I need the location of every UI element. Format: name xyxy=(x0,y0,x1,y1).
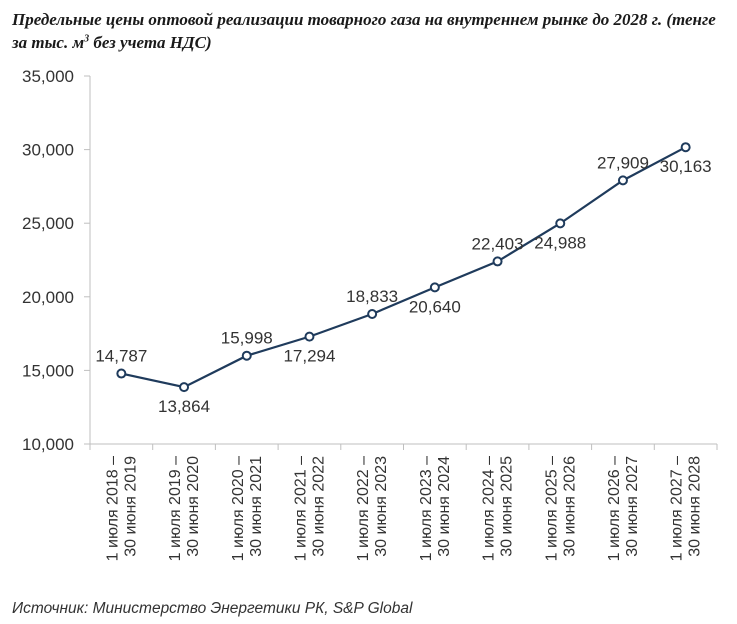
data-label: 20,640 xyxy=(409,297,461,316)
x-tick-label-line: 30 июня 2027 xyxy=(624,456,641,557)
y-tick-label: 35,000 xyxy=(22,67,74,86)
data-label: 15,998 xyxy=(221,329,273,348)
data-label: 18,833 xyxy=(346,287,398,306)
x-tick-label: 1 июля 2024 –30 июня 2025 xyxy=(481,456,516,561)
x-tick-label-line: 30 июня 2023 xyxy=(373,456,390,557)
x-tick-label-line: 30 июня 2024 xyxy=(436,456,453,557)
x-tick-label: 1 июля 2019 –30 июня 2020 xyxy=(167,456,202,561)
x-tick-label: 1 июля 2021 –30 июня 2022 xyxy=(292,456,327,561)
data-label: 13,864 xyxy=(158,397,210,416)
x-tick-label: 1 июля 2018 –30 июня 2019 xyxy=(104,456,139,561)
x-tick-label-line: 30 июня 2021 xyxy=(248,456,265,557)
data-point xyxy=(492,256,503,267)
data-point xyxy=(179,382,190,393)
data-label: 14,787 xyxy=(95,347,147,366)
x-tick-label: 1 июля 2023 –30 июня 2024 xyxy=(418,456,453,561)
y-tick-label: 30,000 xyxy=(22,141,74,160)
x-tick-label-line: 1 июля 2023 – xyxy=(418,456,435,561)
data-point xyxy=(680,142,691,153)
x-tick-label: 1 июля 2022 –30 июня 2023 xyxy=(355,456,390,561)
x-tick-label-line: 30 июня 2019 xyxy=(122,456,139,557)
data-label: 17,294 xyxy=(283,347,335,366)
x-tick-label-line: 1 июля 2022 – xyxy=(355,456,372,561)
data-label: 27,909 xyxy=(597,153,649,172)
chart-title-tail: без учета НДС) xyxy=(89,33,212,52)
source-note: Источник: Министерство Энергетики РК, S&… xyxy=(12,600,413,617)
data-label: 24,988 xyxy=(534,233,586,252)
x-tick-label-line: 30 июня 2020 xyxy=(185,456,202,557)
x-tick-label: 1 июля 2025 –30 июня 2026 xyxy=(543,456,578,561)
x-tick-label-line: 1 июля 2024 – xyxy=(481,456,498,561)
x-tick-label-line: 1 июля 2018 – xyxy=(104,456,121,561)
data-label: 30,163 xyxy=(660,157,712,176)
x-tick-label-line: 30 июня 2022 xyxy=(310,456,327,557)
data-point xyxy=(617,175,628,186)
x-tick-label-line: 1 июля 2026 – xyxy=(606,456,623,561)
x-tick-label: 1 июля 2026 –30 июня 2027 xyxy=(606,456,641,561)
data-label: 22,403 xyxy=(472,234,524,253)
data-point xyxy=(241,350,252,361)
data-point xyxy=(304,331,315,342)
y-tick-label: 10,000 xyxy=(22,435,74,454)
x-tick-label-line: 1 июля 2020 – xyxy=(230,456,247,561)
y-tick-label: 20,000 xyxy=(22,288,74,307)
data-point xyxy=(429,282,440,293)
x-tick-label: 1 июля 2020 –30 июня 2021 xyxy=(230,456,265,561)
x-tick-label: 1 июля 2027 –30 июня 2028 xyxy=(669,456,704,561)
x-tick-label-line: 1 июля 2019 – xyxy=(167,456,184,561)
x-tick-label-line: 30 июня 2028 xyxy=(687,456,704,557)
x-tick-label-line: 30 июня 2025 xyxy=(499,456,516,557)
y-tick-label: 15,000 xyxy=(22,361,74,380)
data-point xyxy=(116,368,127,379)
series-line xyxy=(121,146,687,389)
x-tick-label-line: 1 июля 2025 – xyxy=(543,456,560,561)
data-point xyxy=(555,218,566,229)
x-tick-label-line: 30 июня 2026 xyxy=(561,456,578,557)
x-tick-label-line: 1 июля 2021 – xyxy=(292,456,309,561)
x-tick-label-line: 1 июля 2027 – xyxy=(669,456,686,561)
chart-title-superscript: 3 xyxy=(84,33,90,45)
data-point xyxy=(367,308,378,319)
y-tick-label: 25,000 xyxy=(22,214,74,233)
chart-title: Предельные цены оптовой реализации товар… xyxy=(12,8,727,54)
chart-title-main: Предельные цены оптовой реализации товар… xyxy=(12,10,716,52)
